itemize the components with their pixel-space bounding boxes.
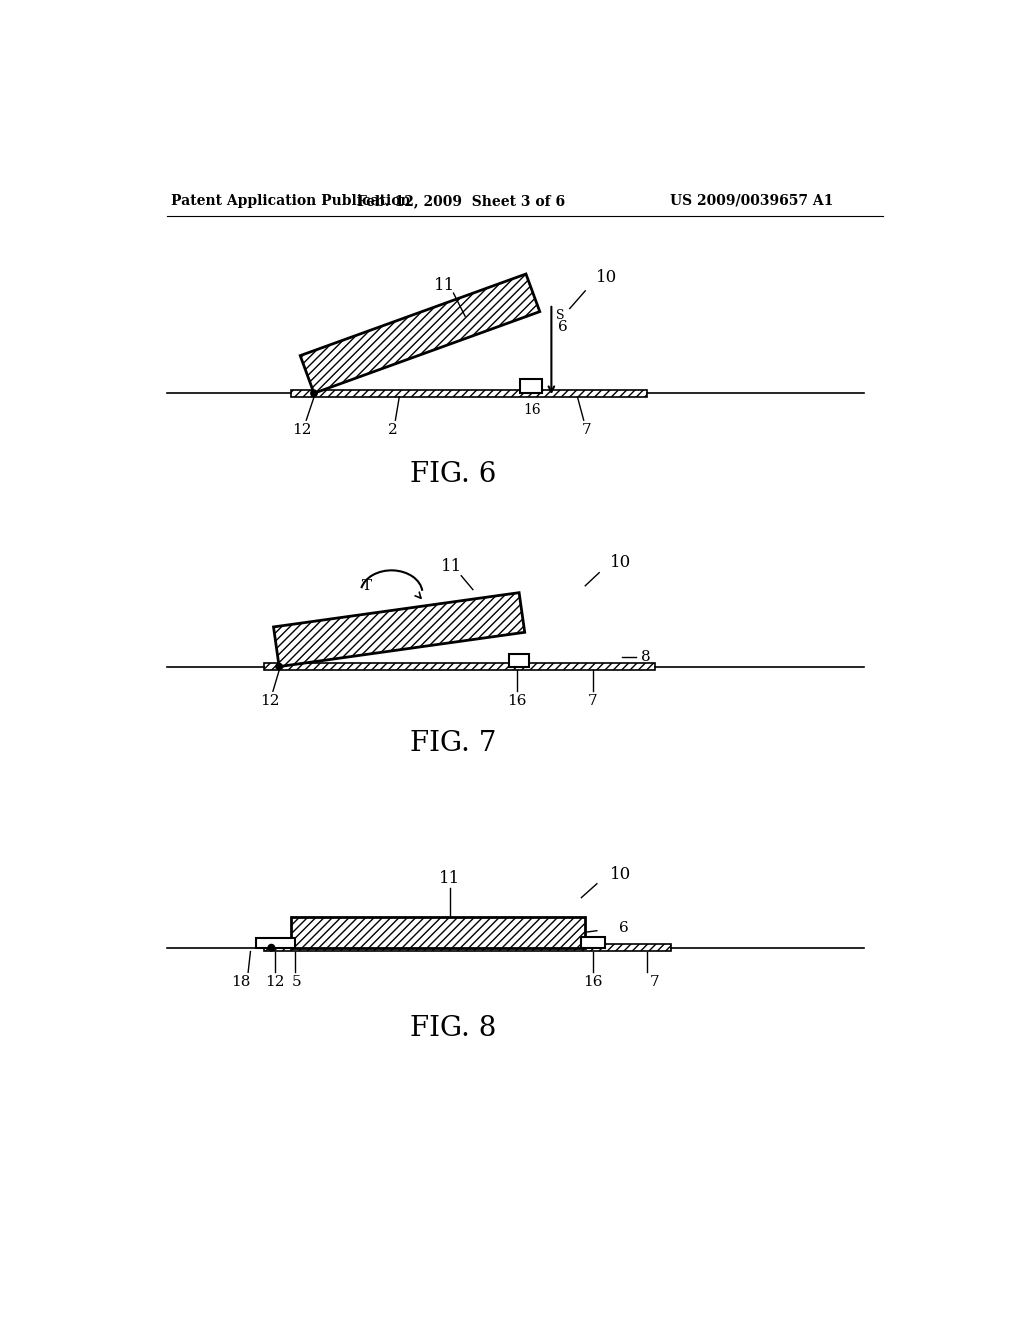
Text: 12: 12 — [265, 975, 285, 989]
Text: 5: 5 — [292, 975, 302, 989]
Text: Feb. 12, 2009  Sheet 3 of 6: Feb. 12, 2009 Sheet 3 of 6 — [357, 194, 565, 207]
Text: 2: 2 — [388, 424, 398, 437]
Text: 16: 16 — [584, 975, 603, 989]
Text: T: T — [361, 578, 372, 593]
Text: 7: 7 — [588, 694, 598, 709]
Circle shape — [276, 664, 283, 669]
Text: US 2009/0039657 A1: US 2009/0039657 A1 — [671, 194, 834, 207]
Text: Patent Application Publication: Patent Application Publication — [171, 194, 411, 207]
Text: 10: 10 — [596, 269, 617, 286]
Text: FIG. 8: FIG. 8 — [411, 1015, 497, 1041]
Bar — [291, 389, 647, 397]
Text: 6: 6 — [558, 319, 568, 334]
Text: 6: 6 — [620, 921, 629, 936]
Text: FIG. 6: FIG. 6 — [411, 461, 497, 487]
Text: 16: 16 — [507, 694, 526, 709]
Bar — [520, 379, 542, 393]
Circle shape — [268, 945, 274, 950]
Text: 7: 7 — [582, 424, 592, 437]
Bar — [291, 917, 586, 948]
Text: 7: 7 — [650, 975, 659, 989]
Text: 11: 11 — [433, 277, 455, 294]
Bar — [263, 944, 671, 952]
Text: FIG. 7: FIG. 7 — [411, 730, 497, 758]
Bar — [509, 655, 528, 667]
Bar — [582, 937, 604, 948]
Circle shape — [311, 391, 317, 396]
Text: 11: 11 — [441, 558, 463, 576]
Text: 10: 10 — [609, 866, 631, 883]
Bar — [256, 939, 295, 948]
Text: 11: 11 — [439, 870, 460, 887]
Bar — [263, 663, 655, 671]
Text: S: S — [556, 309, 565, 322]
Bar — [300, 275, 540, 393]
Text: 16: 16 — [523, 403, 541, 417]
Text: 8: 8 — [641, 651, 650, 664]
Bar — [273, 593, 524, 667]
Text: 10: 10 — [609, 554, 631, 572]
Text: 18: 18 — [230, 975, 250, 989]
Text: 12: 12 — [293, 424, 312, 437]
Text: 12: 12 — [260, 694, 280, 709]
